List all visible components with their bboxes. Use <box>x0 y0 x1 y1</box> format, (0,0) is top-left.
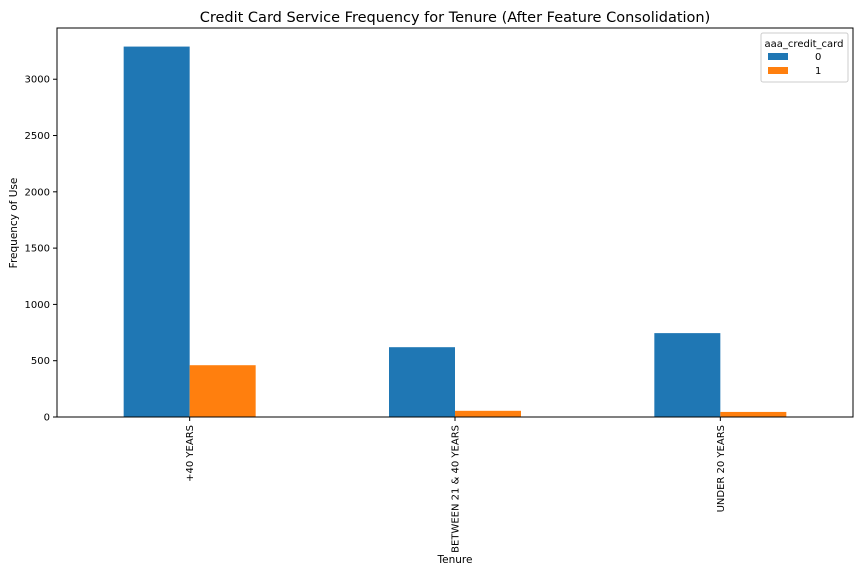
bar-series-0-1 <box>123 46 190 417</box>
y-tick-label: 1000 <box>25 300 50 311</box>
bar-series-1-1 <box>189 365 256 417</box>
legend-swatch-0 <box>768 53 788 60</box>
legend: aaa_credit_card 0 1 <box>760 32 849 83</box>
y-axis: 0 500 1000 1500 2000 2500 3000 <box>25 75 57 424</box>
x-tick-label: BETWEEN 21 & 40 YEARS <box>451 425 462 553</box>
legend-label-0: 0 <box>815 52 821 63</box>
legend-title: aaa_credit_card <box>765 39 844 50</box>
y-tick-label: 1500 <box>25 244 50 255</box>
chart-title: Credit Card Service Frequency for Tenure… <box>200 10 711 26</box>
plot-frame <box>56 27 854 418</box>
bar-series-1-2 <box>455 410 521 417</box>
x-axis-label: Tenure <box>437 554 473 566</box>
y-tick-label: 0 <box>44 413 50 424</box>
y-tick-label: 2500 <box>25 131 50 142</box>
y-tick-label: 3000 <box>25 75 50 86</box>
bar-series-0-2 <box>389 347 455 417</box>
x-tick-label: UNDER 20 YEARS <box>716 425 727 512</box>
y-tick-label: 500 <box>31 356 50 367</box>
x-axis: +40 YEARS BETWEEN 21 & 40 YEARS UNDER 20 Y… <box>185 417 727 553</box>
y-axis-label: Frequency of Use <box>8 178 20 269</box>
bar-series-0-3 <box>654 333 721 417</box>
legend-swatch-1 <box>768 67 788 74</box>
bars-group <box>123 46 787 417</box>
legend-label-1: 1 <box>815 66 821 77</box>
y-tick-label: 2000 <box>25 187 50 198</box>
bar-series-1-3 <box>720 411 787 417</box>
x-tick-label: +40 YEARS <box>185 425 196 482</box>
